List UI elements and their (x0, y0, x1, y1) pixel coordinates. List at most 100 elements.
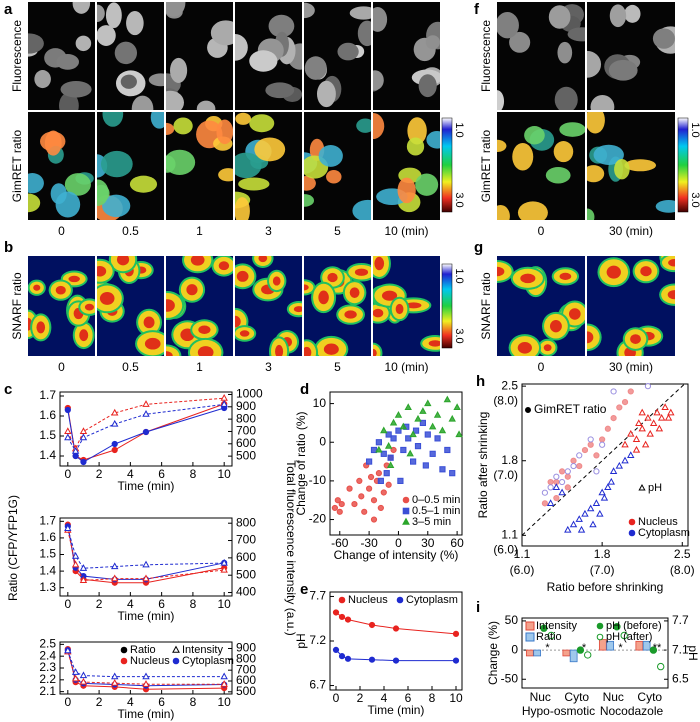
series-line (67, 530, 225, 581)
x-tick-label: Cyto (564, 690, 589, 704)
y-tick-label: 7.7 (309, 589, 326, 603)
cell (131, 95, 154, 110)
cell (652, 28, 675, 49)
marker (453, 403, 461, 411)
cell (293, 306, 302, 313)
cell (497, 11, 519, 39)
x-axis-label: Time (min) (118, 479, 175, 493)
cell (36, 321, 46, 334)
plot-frame (329, 591, 463, 691)
cell (304, 194, 315, 207)
y-tick-label: 7.2 (309, 633, 326, 647)
marker (331, 504, 338, 512)
marker (620, 631, 628, 640)
marker (553, 494, 560, 502)
marker (142, 672, 150, 680)
marker (613, 623, 621, 631)
cell (316, 80, 336, 108)
marker (657, 662, 665, 671)
marker (399, 422, 408, 430)
significance: * (545, 642, 550, 654)
marker (429, 450, 436, 457)
legend-swatch (525, 632, 535, 642)
cell (50, 183, 67, 204)
cell (235, 197, 250, 220)
marker (558, 488, 566, 496)
x-tick-label: -60 (331, 536, 349, 550)
y-axis-label: Change (%) (486, 621, 500, 685)
marker (332, 646, 340, 654)
cell (249, 50, 278, 72)
x-axis-label: Time (min) (368, 703, 425, 717)
marker (386, 461, 395, 469)
marker (356, 477, 363, 484)
marker (111, 408, 119, 416)
marker (448, 414, 456, 422)
marker (366, 485, 373, 492)
marker (661, 403, 669, 411)
marker (638, 483, 646, 491)
cell (64, 173, 91, 196)
marker (419, 419, 426, 427)
cell (304, 346, 312, 356)
cell (548, 5, 571, 29)
marker (111, 672, 119, 680)
legend-label: 3–5 min (412, 516, 451, 528)
marker (80, 458, 87, 466)
bar (642, 640, 651, 651)
marker (338, 613, 346, 621)
micrograph (587, 2, 675, 110)
y2-tick-label: 700 (236, 533, 256, 547)
significance: * (618, 642, 623, 654)
marker (220, 558, 228, 566)
marker (380, 450, 387, 457)
x-tick-label: 4 (127, 467, 134, 481)
panel-letter: h (476, 373, 485, 390)
x-tick-label: 10 (218, 695, 232, 709)
cell (55, 285, 66, 295)
y-tick-label: 10 (313, 396, 327, 410)
cell (28, 33, 44, 54)
legend-swatch (525, 621, 535, 631)
cell (609, 4, 627, 28)
marker (627, 429, 635, 437)
legend-label: Nucleus (348, 594, 388, 606)
marker (424, 431, 431, 438)
marker (79, 427, 88, 435)
time-label: 3 (265, 224, 272, 238)
plot-frame (59, 517, 233, 597)
y-axis-label: pH (294, 633, 308, 648)
marker (525, 407, 531, 413)
x-tick-label: 10 (218, 467, 232, 481)
marker (610, 388, 617, 395)
marker (615, 461, 624, 469)
cell (34, 70, 51, 89)
legend-label: Cytoplasm (638, 527, 690, 539)
marker (632, 435, 641, 443)
annotation: GimRET ratio (534, 402, 607, 416)
marker (438, 426, 447, 434)
marker (452, 657, 460, 664)
marker (587, 441, 594, 448)
marker (547, 478, 554, 486)
cell (352, 199, 371, 220)
cell (97, 4, 105, 23)
y-tick-label: 1.6 (39, 408, 56, 422)
marker (79, 576, 88, 583)
time-label: 0 (538, 224, 545, 238)
y-tick-label: 1.4 (39, 448, 56, 462)
marker (111, 419, 119, 427)
marker (387, 454, 394, 461)
x-tick-label: 0 (64, 467, 71, 481)
marker (541, 500, 548, 507)
marker (111, 679, 119, 686)
marker (547, 484, 554, 491)
x-tick-ph-label: (8.0) (670, 563, 695, 577)
cell (428, 340, 440, 347)
cell (56, 54, 79, 70)
cell (655, 200, 675, 213)
y-tick-label: 2.5 (39, 637, 56, 651)
marker (395, 427, 402, 434)
cell (426, 130, 440, 149)
